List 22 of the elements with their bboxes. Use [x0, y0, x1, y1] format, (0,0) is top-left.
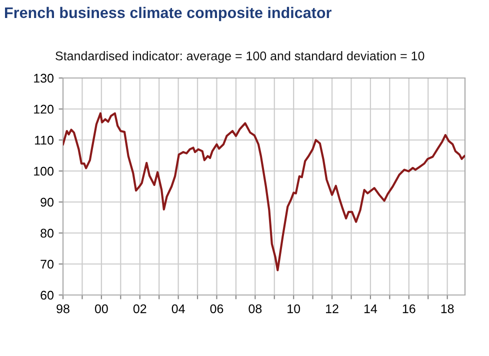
- x-tick-label: 98: [56, 304, 70, 314]
- y-tick-label: 60: [40, 290, 54, 300]
- x-tick-label: 12: [326, 304, 338, 314]
- y-tick-label: 90: [40, 198, 54, 207]
- x-tick-label: 02: [133, 304, 146, 314]
- y-tick-label: 70: [40, 260, 54, 269]
- y-tick-label: 120: [34, 104, 54, 114]
- line-series: [63, 112, 465, 272]
- x-tick-label: 16: [402, 304, 416, 314]
- y-tick-label: 130: [34, 74, 54, 83]
- x-tick-label: 18: [441, 304, 454, 314]
- y-tick-label: 100: [34, 166, 54, 176]
- x-tick-label: 14: [364, 304, 378, 314]
- y-tick-label: 110: [34, 136, 54, 145]
- x-tick-label: 06: [210, 304, 224, 314]
- chart-subtitle: Standardised indicator: average = 100 and standard deviation = 10: [56, 51, 424, 63]
- chart-title: French business climate composite indicator: [5, 6, 332, 22]
- x-tick-label: 08: [248, 304, 262, 314]
- x-tick-label: 04: [172, 304, 185, 314]
- x-tick-label: 10: [288, 304, 300, 314]
- x-tick-label: 00: [94, 304, 108, 314]
- y-tick-label: 80: [40, 228, 54, 238]
